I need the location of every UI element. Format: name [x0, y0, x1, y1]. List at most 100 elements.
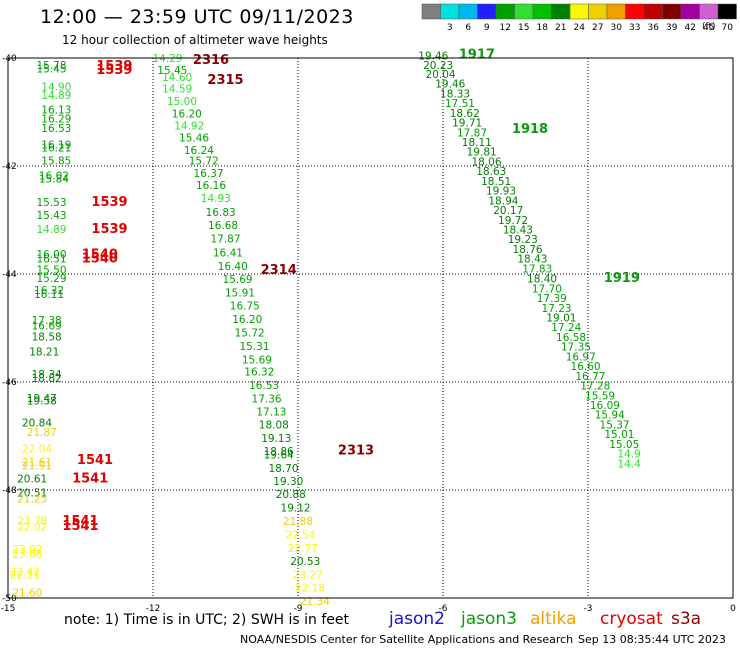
wave-height-value: 15.85	[41, 155, 71, 167]
wave-height-value: 22.02	[17, 522, 47, 534]
pass-time-label: 2313	[338, 443, 374, 458]
legend-jason3: jason3	[461, 609, 517, 629]
wave-height-value: 17.51	[445, 98, 475, 110]
page-title: 12:00 — 23:59 UTC 09/11/2023	[40, 6, 354, 28]
wave-height-value: 15.72	[235, 328, 265, 340]
wave-height-value: 15.45	[157, 65, 187, 77]
wave-height-value: 23.27	[293, 570, 323, 582]
wave-height-value: 21.91	[22, 460, 52, 472]
pass-time-label: 1540	[82, 252, 118, 267]
wave-height-value: 22.42	[10, 566, 40, 578]
wave-height-value: 14.89	[41, 90, 71, 102]
wave-height-value: 14.59	[162, 84, 192, 96]
footer-note: note: 1) Time is in UTC; 2) SWH is in fe…	[64, 612, 350, 628]
wave-height-value: 19.72	[498, 215, 528, 227]
pass-time-label: 1539	[91, 222, 127, 237]
pass-time-label: 1539	[91, 195, 127, 210]
wave-height-value: 17.13	[256, 406, 286, 418]
wave-height-value: 16.32	[34, 285, 64, 297]
wave-height-value: 15.84	[39, 174, 69, 186]
wave-height-value: 16.11	[34, 289, 64, 301]
color-scale-tick: 15	[518, 23, 529, 33]
color-scale-tick: 3	[447, 23, 453, 33]
scale-unit-label: (ft)	[702, 22, 716, 32]
color-scale-tick: 9	[484, 23, 490, 33]
pass-time-label: 1539	[96, 59, 132, 74]
wave-height-value: 16.41	[213, 248, 243, 260]
wave-height-value: 18.43	[503, 225, 533, 237]
pass-time-label: 1918	[512, 122, 548, 137]
color-scale-tick: 30	[611, 23, 623, 33]
footer-credit: NOAA/NESDIS Center for Satellite Applica…	[240, 633, 574, 646]
color-scale-tick: 33	[629, 23, 640, 33]
wave-height-value: 17.87	[457, 127, 487, 139]
wave-height-value: 16.21	[41, 142, 71, 154]
wave-height-value: 16.13	[41, 105, 71, 117]
wave-height-value: 19.64	[264, 450, 294, 462]
wave-height-value: 20.53	[290, 556, 320, 568]
color-scale-tick: 24	[574, 23, 586, 33]
pass-time-label: 1919	[604, 271, 640, 286]
wave-height-value: 15.43	[36, 210, 66, 222]
color-scale-swatch	[625, 3, 645, 20]
wave-height-value: 18.08	[259, 419, 289, 431]
wave-height-value: 22.11	[10, 570, 40, 582]
wave-height-value: 19.01	[546, 313, 576, 325]
wave-height-value: 19.12	[281, 503, 311, 515]
wave-height-value: 14.4	[617, 458, 641, 470]
wave-height-value: 15.69	[242, 355, 272, 367]
wave-height-value: 17.24	[551, 322, 581, 334]
wave-height-value: 19.71	[452, 118, 482, 130]
legend-cryosat: cryosat	[600, 609, 663, 629]
wave-height-value: 15.72	[189, 155, 219, 167]
color-scale-swatch	[717, 3, 737, 20]
wave-height-value: 16.32	[244, 367, 274, 379]
wave-height-value: 22.54	[285, 530, 315, 542]
wave-height-value: 19.58	[27, 396, 57, 408]
color-scale-tick: 42	[685, 23, 696, 33]
wave-height-value: 18.34	[32, 369, 62, 381]
wave-height-value: 15.59	[585, 390, 615, 402]
color-scale-tick: 45	[703, 23, 714, 33]
wave-height-value: 14.89	[36, 224, 66, 236]
color-scale-swatch	[495, 3, 515, 20]
wave-height-value: 18.86	[264, 446, 294, 458]
wave-height-value: 21.25	[17, 493, 47, 505]
wave-height-value: 16.53	[41, 123, 71, 135]
wave-height-value: 16.77	[575, 371, 605, 383]
wave-height-value: 16.00	[36, 249, 66, 261]
wave-height-value: 18.76	[513, 244, 543, 256]
y-tick-label: -46	[2, 378, 17, 388]
wave-height-value: 21.61	[22, 457, 52, 469]
wave-height-value: 15.05	[609, 439, 639, 451]
color-scale-tick: 6	[465, 23, 471, 33]
wave-height-value: 20.88	[276, 489, 306, 501]
wave-height-value: 17.35	[561, 342, 591, 354]
wave-height-value: 21.60	[12, 587, 42, 599]
wave-height-value: 16.97	[566, 351, 596, 363]
wave-height-value: 15.78	[36, 60, 66, 72]
wave-height-value: 17.87	[210, 234, 240, 246]
wave-height-value: 15.69	[223, 274, 253, 286]
x-tick-label: -12	[146, 604, 161, 614]
wave-height-value: 23.02	[12, 544, 42, 556]
pass-time-label: 1541	[62, 514, 98, 529]
wave-height-value: 21.88	[283, 516, 313, 528]
wave-height-value: 19.23	[508, 234, 538, 246]
wave-height-value: 18.21	[29, 347, 59, 359]
wave-height-value: 16.09	[590, 400, 620, 412]
wave-height-value: 18.43	[517, 254, 547, 266]
color-scale-tick: 12	[500, 23, 511, 33]
x-tick-label: -6	[439, 604, 448, 614]
x-tick-label: 0	[730, 604, 736, 614]
x-tick-label: -3	[584, 604, 593, 614]
wave-height-value: 15.46	[179, 133, 209, 145]
y-tick-label: -40	[2, 54, 17, 64]
wave-height-value: 19.81	[467, 147, 497, 159]
wave-height-value: 17.36	[252, 394, 282, 406]
wave-height-value: 15.53	[36, 197, 66, 209]
wave-height-value: 17.28	[580, 381, 610, 393]
color-scale-tick: 18	[537, 23, 549, 33]
pass-time-label: 1541	[62, 519, 98, 534]
wave-height-value: 23.78	[17, 516, 47, 528]
